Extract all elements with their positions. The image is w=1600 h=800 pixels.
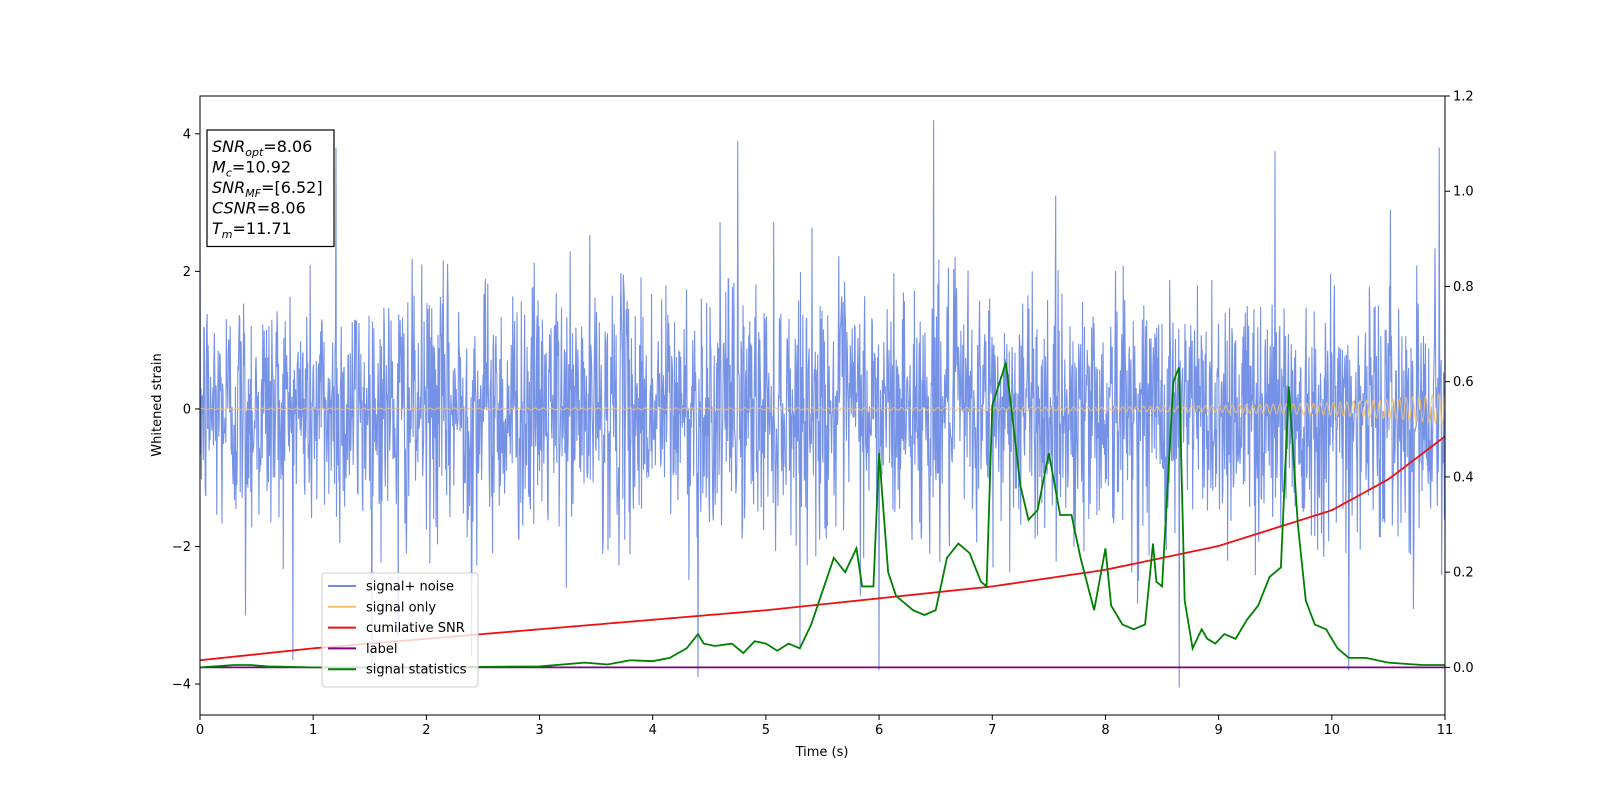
- legend-label: cumilative SNR: [366, 621, 465, 636]
- legend-label: signal only: [366, 600, 436, 615]
- y-tick-label: 0: [183, 402, 191, 417]
- legend-frame: [321, 572, 479, 688]
- annotation-subscript: MF: [245, 187, 261, 200]
- annotation-line: Mc=10.92: [212, 158, 291, 180]
- series-signal-only: [199, 392, 1446, 426]
- legend: signal+ noise signal only cumilative SNR la…: [321, 572, 479, 688]
- annotation-subscript: opt: [245, 146, 264, 159]
- y2-tick-label: 0.2: [1453, 566, 1474, 581]
- y-tick-label: 2: [183, 265, 191, 280]
- annotation-subscript: m: [222, 228, 233, 241]
- annotation-symbol: SNR: [212, 137, 245, 156]
- annotation-symbol: CSNR: [212, 199, 257, 218]
- annotation-value: =8.06: [263, 137, 312, 156]
- annotation-value: =[6.52]: [261, 178, 323, 197]
- annotation-symbol: M: [212, 158, 226, 177]
- x-tick-label: 5: [762, 723, 770, 738]
- x-tick-label: 9: [1214, 723, 1222, 738]
- annotation-value: =11.71: [233, 219, 292, 238]
- legend-label: signal+ noise: [366, 580, 454, 595]
- annotation-symbol: SNR: [212, 178, 245, 197]
- chirp-trace: [199, 392, 1446, 426]
- y2-tick-label: 0.0: [1453, 661, 1474, 676]
- x-tick-label: 11: [1437, 723, 1454, 738]
- x-tick-label: 6: [875, 723, 883, 738]
- x-tick-label: 2: [422, 723, 430, 738]
- y-tick-label: −4: [172, 678, 191, 693]
- y2-tick-label: 0.6: [1453, 375, 1474, 390]
- x-tick-label: 4: [649, 723, 657, 738]
- legend-label: label: [366, 642, 397, 657]
- annotation-line: Tm=11.71: [212, 219, 292, 241]
- y2-tick-label: 1.2: [1453, 90, 1474, 105]
- x-axis-label: Time (s): [795, 745, 849, 760]
- axes-layer: 0 1 2 3 4 5 6 7 8 9 10 11 −4 −2 0 2 4 0.0 0.2 0.4 0.6 0.8 1.0 1…: [172, 90, 1474, 739]
- y2-tick-label: 0.4: [1453, 470, 1474, 485]
- y2-tick-label: 0.8: [1453, 280, 1474, 295]
- annotation-subscript: c: [226, 167, 232, 180]
- x-tick-label: 3: [535, 723, 543, 738]
- plot-frame: [199, 95, 1446, 716]
- x-tick-label: 8: [1101, 723, 1109, 738]
- y-tick-label: −2: [172, 540, 191, 555]
- annotation-frame: [206, 129, 335, 248]
- x-tick-label: 10: [1324, 723, 1341, 738]
- annotation-line: CSNR=8.06: [212, 199, 306, 218]
- legend-label: signal statistics: [366, 663, 467, 678]
- annotation-value: =10.92: [232, 158, 291, 177]
- x-tick-label: 7: [988, 723, 996, 738]
- y-tick-label: 4: [183, 127, 191, 142]
- annotation-symbol: T: [212, 219, 223, 238]
- series-signal-statistics: [199, 362, 1445, 669]
- annotation-box: SNRopt=8.06Mc=10.92SNRMF=[6.52]CSNR=8.06…: [206, 129, 335, 248]
- x-tick-label: 1: [309, 723, 317, 738]
- y2-tick-label: 1.0: [1453, 185, 1474, 200]
- line-trace: [199, 362, 1445, 669]
- series-signal-noise: [199, 120, 1446, 688]
- x-tick-label: 0: [196, 723, 204, 738]
- noise-trace: [199, 120, 1446, 688]
- y-axis-label: Whitened strain: [150, 353, 165, 456]
- annotation-line: SNRMF=[6.52]: [212, 178, 323, 200]
- annotation-value: =8.06: [257, 199, 306, 218]
- annotation-line: SNRopt=8.06: [212, 137, 312, 159]
